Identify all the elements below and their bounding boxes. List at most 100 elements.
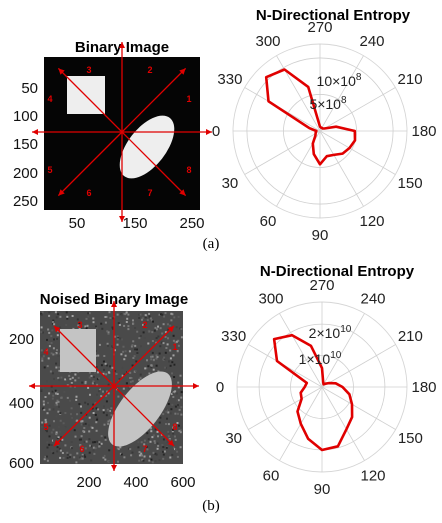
noise-pixel <box>64 444 66 446</box>
noise-pixel <box>100 323 102 325</box>
noise-pixel <box>149 456 151 458</box>
noise-pixel <box>148 330 150 332</box>
direction-label-8: 8 <box>186 165 191 175</box>
noise-pixel <box>82 455 84 457</box>
noise-pixel <box>43 401 45 403</box>
noise-pixel <box>47 365 49 367</box>
noise-pixel <box>154 442 156 444</box>
noise-pixel <box>98 387 100 389</box>
noise-pixel <box>78 377 80 379</box>
noise-pixel <box>122 351 124 353</box>
noise-pixel <box>41 326 43 328</box>
noise-pixel <box>111 414 113 416</box>
x-tick-label: 150 <box>122 215 147 232</box>
noise-pixel <box>55 416 57 418</box>
x-tick-label: 50 <box>69 215 86 232</box>
noise-pixel <box>175 439 177 441</box>
noise-pixel <box>82 430 84 432</box>
noise-pixel <box>147 343 149 345</box>
noise-pixel <box>70 454 72 456</box>
noise-pixel <box>52 391 54 393</box>
noise-pixel <box>165 411 167 413</box>
noise-pixel <box>60 420 62 422</box>
y-tick-label: 250 <box>13 193 38 210</box>
binary-image-square <box>67 76 105 114</box>
noise-pixel <box>107 423 109 425</box>
noise-pixel <box>69 400 71 402</box>
noise-pixel <box>160 327 162 329</box>
noise-pixel <box>157 423 159 425</box>
polar-angle-tick-label: 0 <box>216 379 224 396</box>
noise-pixel <box>58 401 60 403</box>
noise-pixel <box>163 357 165 359</box>
noise-pixel <box>132 344 134 346</box>
noise-pixel <box>173 376 175 378</box>
noise-pixel <box>139 454 141 456</box>
noise-pixel <box>150 317 152 319</box>
noised-image-direction-lines <box>29 301 199 471</box>
noise-pixel <box>148 373 150 375</box>
noise-pixel <box>95 421 97 423</box>
noise-pixel <box>179 409 181 411</box>
noise-pixel <box>147 365 149 367</box>
noise-pixel <box>64 378 66 380</box>
noise-pixel <box>98 446 100 448</box>
y-tick-label: 200 <box>13 165 38 182</box>
noise-pixel <box>163 438 165 440</box>
noise-pixel <box>148 313 150 315</box>
noise-pixel <box>56 450 58 452</box>
noise-pixel <box>181 391 183 393</box>
noise-pixel <box>69 456 71 458</box>
noise-pixel <box>108 460 110 462</box>
polar-chart-title: N-Directional Entropy <box>260 263 415 280</box>
noise-pixel <box>103 361 105 363</box>
noise-pixel <box>57 446 59 448</box>
noise-pixel <box>144 367 146 369</box>
direction-label-7: 7 <box>147 188 152 198</box>
noise-pixel <box>93 412 95 414</box>
noise-pixel <box>110 405 112 407</box>
noise-pixel <box>121 338 123 340</box>
noise-pixel <box>144 440 146 442</box>
noise-pixel <box>62 452 64 454</box>
noise-pixel <box>77 314 79 316</box>
noise-pixel <box>127 325 129 327</box>
noise-pixel <box>48 357 50 359</box>
panel-b-image: Noised Binary Image 1 2 3 4 5 6 7 8 200 … <box>9 291 199 491</box>
noise-pixel <box>134 355 136 357</box>
y-tick-label: 150 <box>13 136 38 153</box>
noise-pixel <box>104 316 106 318</box>
noise-pixel <box>56 338 58 340</box>
noise-pixel <box>138 460 140 462</box>
noise-pixel <box>58 406 60 408</box>
noise-pixel <box>163 342 165 344</box>
noise-pixel <box>123 456 125 458</box>
noise-pixel <box>126 382 128 384</box>
noise-pixel <box>165 423 167 425</box>
noise-pixel <box>173 316 175 318</box>
noise-pixel <box>57 313 59 315</box>
noise-pixel <box>99 344 101 346</box>
noise-pixel <box>153 369 155 371</box>
noise-pixel <box>79 439 81 441</box>
noise-pixel <box>85 423 87 425</box>
polar-angle-tick-label: 210 <box>398 328 423 345</box>
noise-pixel <box>55 311 57 313</box>
noise-pixel <box>53 338 55 340</box>
noise-pixel <box>48 312 50 314</box>
noise-pixel <box>73 456 75 458</box>
noise-pixel <box>145 314 147 316</box>
noise-pixel <box>177 404 179 406</box>
noise-pixel <box>129 448 131 450</box>
r-tick-label: 2×1010 <box>309 324 352 341</box>
noise-pixel <box>92 382 94 384</box>
noise-pixel <box>52 395 54 397</box>
noise-pixel <box>51 329 53 331</box>
noise-pixel <box>131 377 133 379</box>
noise-pixel <box>103 412 105 414</box>
polar-angle-tick-label: 180 <box>411 123 436 140</box>
noise-pixel <box>89 445 91 447</box>
noise-pixel <box>48 342 50 344</box>
